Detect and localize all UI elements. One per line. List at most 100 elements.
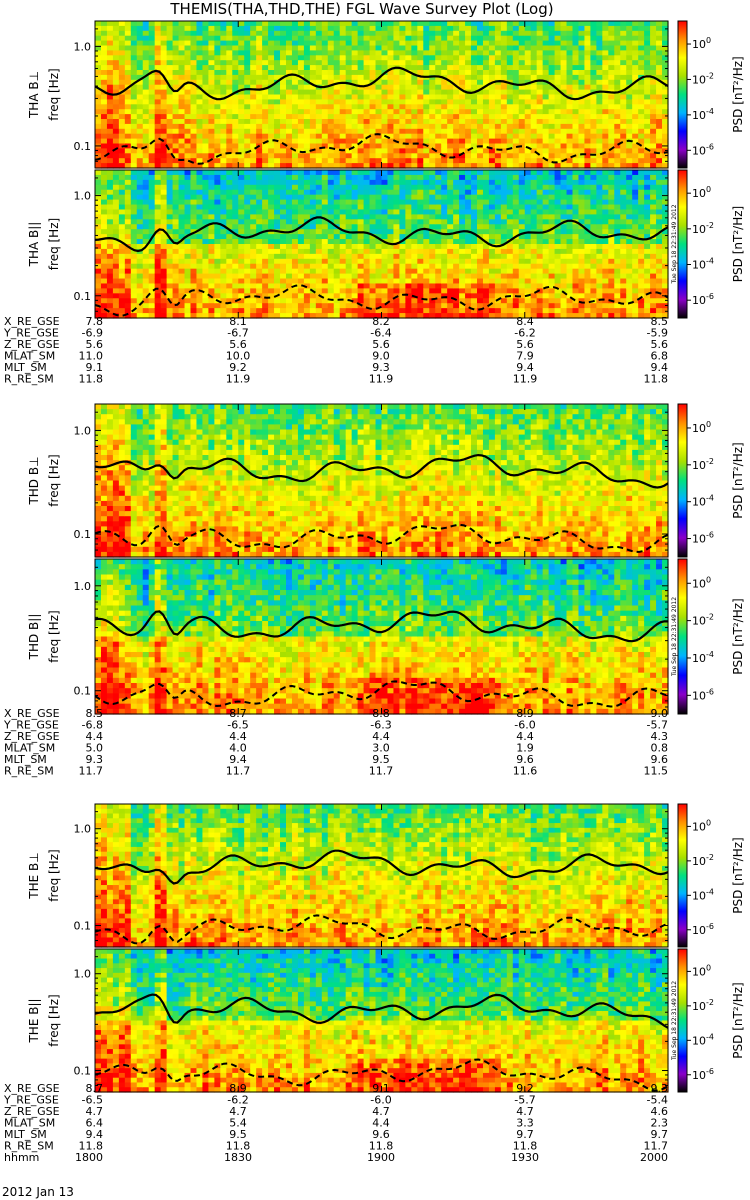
- spectrogram-cell: [142, 30, 150, 37]
- spectrogram-cell: [208, 253, 215, 260]
- spectrogram-cell: [423, 313, 430, 319]
- spectrogram-cell: [381, 84, 389, 91]
- spectrogram-cell: [453, 194, 460, 201]
- spectrogram-cell: [399, 278, 406, 285]
- spectrogram-cell: [136, 283, 144, 289]
- spectrogram-cell: [387, 253, 395, 260]
- spectrogram-cell: [297, 258, 305, 265]
- spectrogram-cell: [280, 40, 287, 47]
- spectrogram-cell: [429, 239, 436, 245]
- spectrogram-cell: [154, 244, 162, 250]
- spectrogram-cell: [208, 79, 215, 86]
- spectrogram-cell: [112, 148, 120, 154]
- spectrogram-cell: [232, 253, 239, 260]
- spectrogram-cell: [315, 119, 323, 125]
- spectrogram-cell: [309, 70, 317, 76]
- spectrogram-cell: [375, 293, 383, 299]
- spectrogram-cell: [303, 74, 311, 81]
- spectrogram-cell: [375, 239, 383, 245]
- spectrogram-cell: [375, 60, 383, 66]
- spectrogram-cell: [530, 21, 538, 27]
- spectrogram-cell: [411, 119, 418, 125]
- spectrogram-cell: [244, 123, 251, 130]
- spectrogram-cell: [620, 158, 627, 164]
- spectrogram-cell: [572, 148, 580, 154]
- spectrogram-cell: [345, 258, 353, 265]
- spectrogram-cell: [345, 179, 353, 186]
- spectrogram-cell: [405, 138, 412, 145]
- spectrogram-cell: [459, 234, 466, 240]
- spectrogram-cell: [142, 40, 150, 47]
- spectrogram-cell: [662, 163, 669, 169]
- spectrogram-cell: [274, 50, 281, 56]
- spectrogram-cell: [297, 158, 305, 164]
- spectrogram-cell: [315, 99, 323, 105]
- spectrogram-cell: [417, 313, 424, 319]
- spectrogram-cell: [500, 184, 508, 191]
- spectrogram-cell: [280, 219, 287, 225]
- spectrogram-cell: [196, 60, 204, 66]
- spectrogram-cell: [136, 229, 144, 235]
- spectrogram-cell: [112, 89, 120, 96]
- spectrogram-cell: [160, 70, 168, 76]
- spectrogram-cell: [477, 273, 484, 280]
- spectrogram-cell: [387, 133, 395, 140]
- spectrogram-cell: [357, 194, 365, 201]
- spectrogram-cell: [106, 224, 114, 230]
- spectrogram-cell: [435, 89, 442, 96]
- spectrogram-cell: [417, 283, 424, 289]
- spectrogram-cell: [250, 30, 257, 37]
- spectrogram-cell: [357, 158, 365, 164]
- spectrogram-cell: [106, 199, 114, 206]
- spectrogram-cell: [429, 148, 436, 154]
- spectrogram-cell: [339, 278, 347, 285]
- spectrogram-cell: [160, 224, 168, 230]
- spectrogram-cell: [578, 104, 586, 110]
- spectrogram-cell: [339, 74, 347, 81]
- spectrogram-cell: [268, 263, 275, 270]
- spectrogram-cell: [297, 179, 305, 186]
- spectrogram-cell: [393, 194, 401, 201]
- spectrogram-cell: [494, 189, 502, 196]
- spectrogram-cell: [405, 50, 412, 56]
- spectrogram-cell: [351, 308, 359, 314]
- spectrogram-cell: [184, 65, 192, 71]
- spectrogram-cell: [297, 35, 305, 42]
- spectrogram-cell: [435, 184, 442, 191]
- spectrogram-cell: [459, 263, 466, 270]
- spectrogram-cell: [512, 84, 520, 91]
- spectrogram-cell: [411, 148, 418, 154]
- spectrogram-cell: [423, 84, 430, 91]
- spectrogram-cell: [95, 40, 102, 47]
- spectrogram-cell: [662, 109, 669, 115]
- spectrogram-cell: [238, 244, 245, 250]
- spectrogram-cell: [244, 94, 251, 100]
- spectrogram-cell: [471, 244, 478, 250]
- spectrogram-cell: [560, 109, 568, 115]
- spectrogram-cell: [238, 94, 245, 100]
- spectrogram-cell: [142, 45, 150, 51]
- spectrogram-cell: [638, 104, 645, 110]
- spectrogram-cell: [315, 148, 323, 154]
- spectrogram-cell: [202, 45, 210, 51]
- spectrogram-cell: [333, 104, 341, 110]
- spectrogram-cell: [477, 303, 484, 309]
- spectrogram-cell: [95, 194, 102, 201]
- spectrogram-cell: [142, 21, 150, 27]
- spectrogram-cell: [477, 138, 484, 145]
- spectrogram-cell: [494, 239, 502, 245]
- spectrogram-cell: [524, 104, 532, 110]
- spectrogram-cell: [656, 30, 663, 37]
- spectrogram-cell: [494, 224, 502, 230]
- spectrogram-cell: [477, 313, 484, 319]
- spectrogram-cell: [286, 148, 293, 154]
- spectrogram-cell: [268, 163, 275, 169]
- spectrogram-cell: [357, 84, 365, 91]
- spectrogram-cell: [375, 174, 383, 181]
- spectrogram-cell: [405, 303, 412, 309]
- spectrogram-cell: [518, 55, 526, 61]
- spectrogram-cell: [357, 114, 365, 120]
- spectrogram-cell: [357, 258, 365, 265]
- spectrogram-cell: [620, 50, 627, 56]
- spectrogram-cell: [453, 158, 460, 164]
